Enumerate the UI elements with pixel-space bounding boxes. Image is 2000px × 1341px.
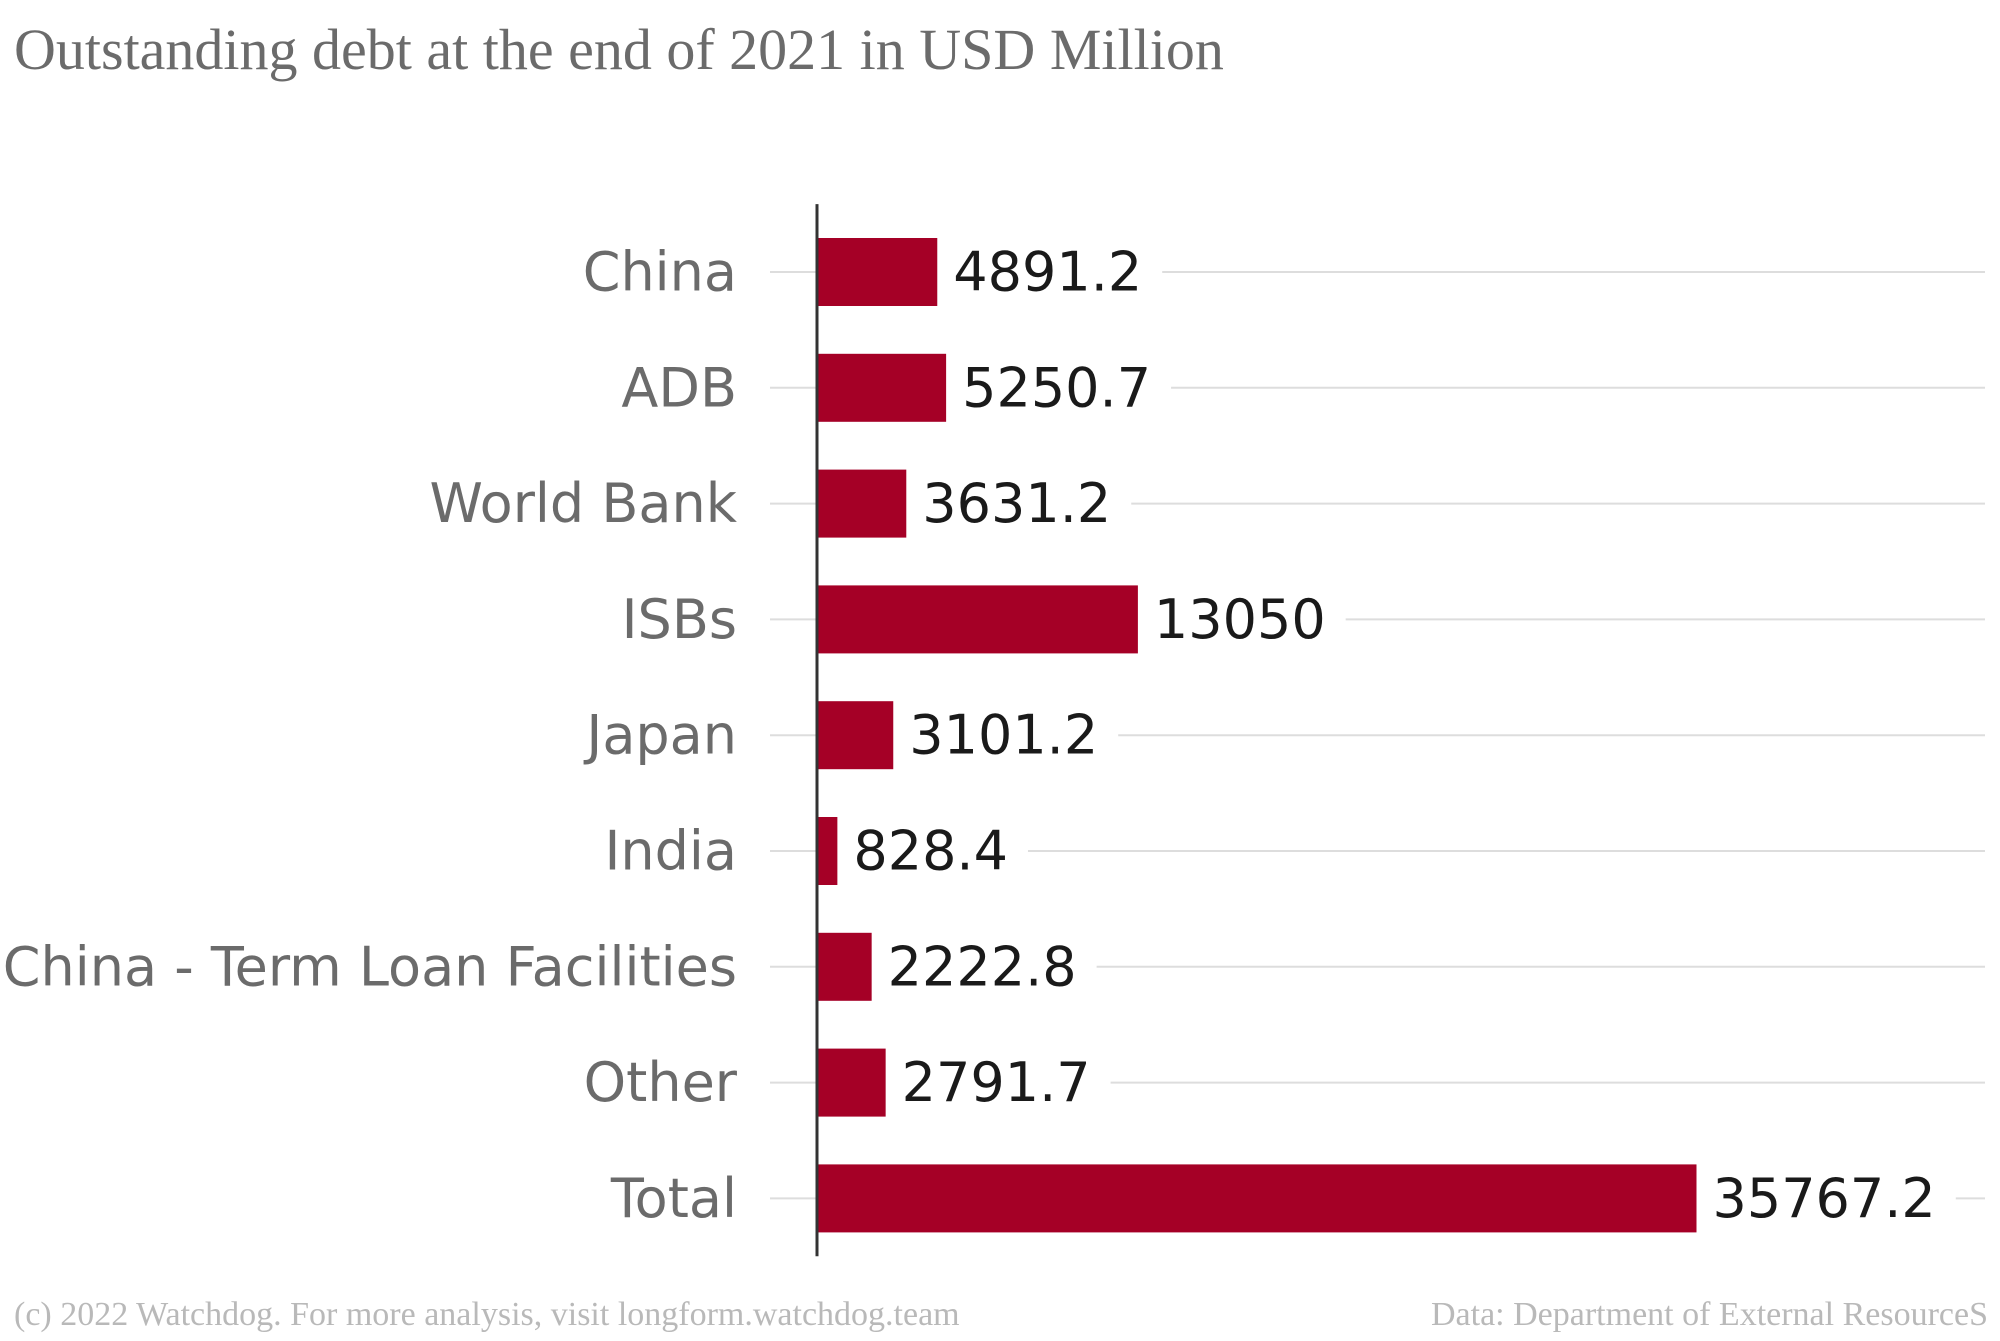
category-label: Other (584, 1051, 738, 1114)
bar (817, 585, 1138, 654)
value-label: 5250.7 (962, 356, 1151, 419)
value-label: 2791.7 (902, 1051, 1091, 1114)
bars (817, 238, 1697, 1233)
bar (817, 817, 838, 885)
value-label: 3101.2 (909, 704, 1098, 767)
footer-credit: (c) 2022 Watchdog. For more analysis, vi… (14, 1296, 960, 1333)
grid-lines (770, 271, 1985, 1200)
category-label: China - Term Loan Facilities (3, 935, 737, 998)
footer-source: Data: Department of External ResourceS (1430, 1296, 1988, 1333)
value-label: 828.4 (853, 820, 1008, 883)
value-label: 4891.2 (953, 241, 1142, 304)
category-labels: China ADB World Bank ISBs Japan India China - … (3, 241, 738, 1230)
bar (817, 1048, 886, 1117)
category-label: Japan (583, 704, 737, 767)
category-label: ISBs (622, 588, 737, 651)
category-label: ADB (621, 356, 737, 419)
bar (817, 353, 947, 422)
category-label: India (604, 820, 737, 883)
bar (817, 701, 894, 770)
bar (817, 238, 938, 306)
value-label: 2222.8 (888, 935, 1077, 998)
chart-title: Outstanding debt at the end of 2021 in U… (14, 17, 1224, 82)
category-label: China (583, 241, 737, 304)
bar (817, 469, 907, 538)
value-label: 3631.2 (922, 472, 1111, 535)
bar (817, 932, 872, 1001)
value-label: 35767.2 (1712, 1167, 1935, 1230)
value-labels: 4891.2 5250.7 3631.2 13050 3101.2 828.4 2222.8… (853, 241, 1935, 1230)
category-label: World Bank (429, 472, 737, 535)
bar (817, 1164, 1697, 1233)
value-label: 13050 (1154, 588, 1326, 651)
category-label: Total (610, 1167, 737, 1230)
